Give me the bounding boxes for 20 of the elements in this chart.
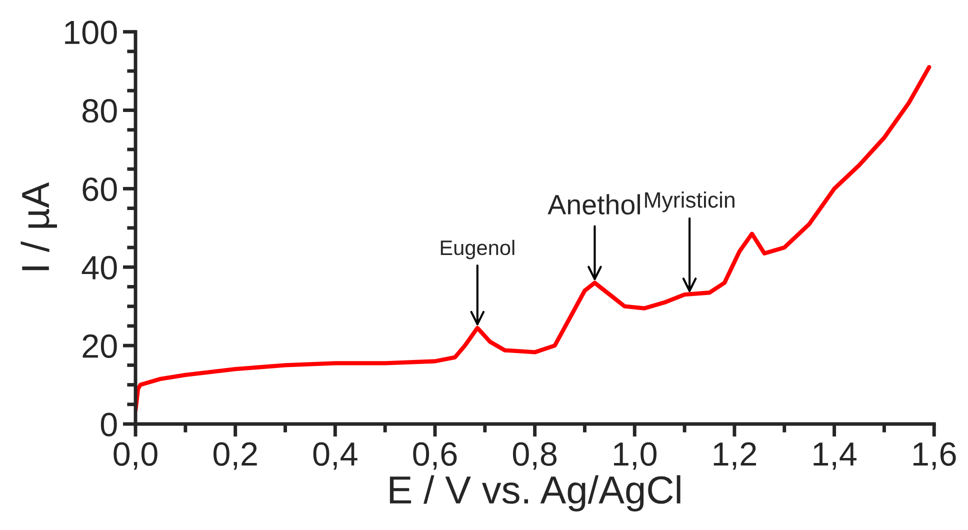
y-tick-label: 0	[100, 412, 117, 436]
x-tick-label: 1,2	[714, 442, 756, 470]
x-tick-label: 1,6	[913, 442, 956, 470]
x-tick-label: 1,0	[614, 442, 657, 470]
y-tick-label: 100	[65, 20, 117, 44]
annotation: Eugenol	[440, 240, 514, 260]
y-axis-title: I / µA	[20, 182, 57, 270]
x-axis-title: E / V vs. Ag/AgCl	[390, 475, 680, 512]
x-tick-label: 0,4	[313, 442, 358, 470]
y-tick-label: 80	[82, 99, 117, 123]
x-tick-label: 0,0	[114, 442, 158, 470]
x-tick-label: 0,2	[213, 442, 257, 470]
x-tick-label: 0,6	[413, 442, 457, 470]
y-tick-label: 20	[82, 334, 117, 358]
y-tick-label: 60	[82, 177, 117, 202]
x-tick-label: 0,8	[512, 442, 557, 470]
annotation: Anethol	[548, 194, 640, 215]
y-tick-label: 40	[82, 256, 117, 280]
x-tick-label: 1,4	[814, 442, 856, 470]
annotation: Myristicin	[645, 191, 734, 212]
